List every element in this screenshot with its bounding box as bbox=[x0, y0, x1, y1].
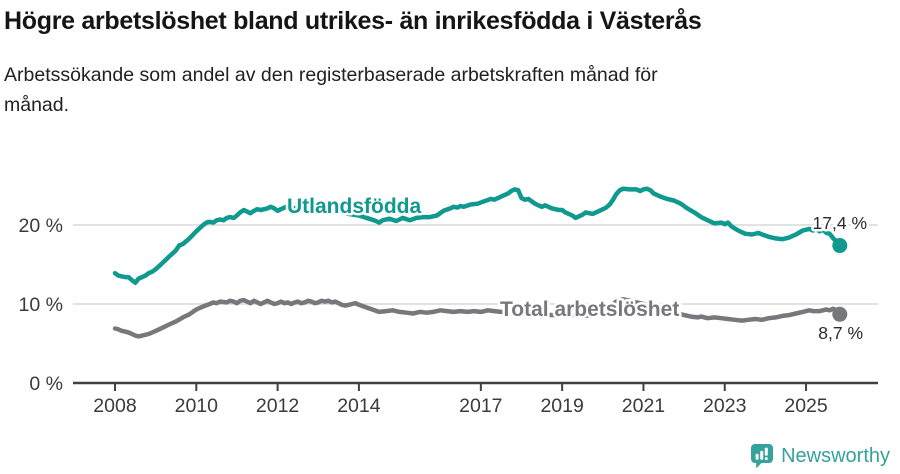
series-label-utlandsfodda: Utlandsfödda bbox=[287, 195, 421, 218]
series-end-dots bbox=[832, 238, 848, 322]
newsworthy-bubble-chart-icon bbox=[751, 444, 774, 469]
x-tick-label: 2023 bbox=[703, 395, 746, 417]
y-tick-label: 20 % bbox=[19, 215, 63, 237]
x-axis: 2008 2010 2012 2014 2017 2019 2021 2023 2025 bbox=[73, 381, 878, 417]
brand-name: Newsworthy bbox=[781, 444, 890, 467]
end-value-label-utlandsfodda: 17,4 % bbox=[813, 213, 867, 233]
series-label-total-arbetsloshet: Total arbetslöshet bbox=[500, 298, 679, 321]
newsworthy-logo: Newsworthy bbox=[750, 443, 890, 469]
y-tick-label: 10 % bbox=[19, 294, 63, 316]
x-tick-label: 2025 bbox=[784, 395, 828, 417]
end-value-label-total: 8,7 % bbox=[818, 323, 863, 343]
series-lines bbox=[112, 186, 843, 339]
series-line-foreign bbox=[112, 186, 843, 285]
x-tick-label: 2021 bbox=[622, 395, 665, 417]
x-tick-label: 2012 bbox=[256, 395, 299, 417]
x-tick-label: 2019 bbox=[540, 395, 583, 417]
x-tick-label: 2008 bbox=[93, 395, 136, 417]
x-tick-label: 2010 bbox=[175, 395, 219, 417]
x-tick-label: 2014 bbox=[337, 395, 381, 417]
chart-subtitle: Arbetssökande som andel av den registerb… bbox=[4, 64, 658, 116]
page-title: Högre arbetslöshet bland utrikes- än inr… bbox=[4, 7, 702, 35]
end-dot-foreign bbox=[832, 238, 848, 254]
end-dot-total bbox=[832, 306, 848, 322]
gridlines: 0 % 10 % 20 % bbox=[19, 215, 878, 395]
y-tick-label: 0 % bbox=[29, 373, 63, 395]
x-tick-label: 2017 bbox=[459, 395, 502, 417]
chart-header: Högre arbetslöshet bland utrikes- än inr… bbox=[4, 6, 884, 120]
series-line-total bbox=[112, 297, 843, 339]
